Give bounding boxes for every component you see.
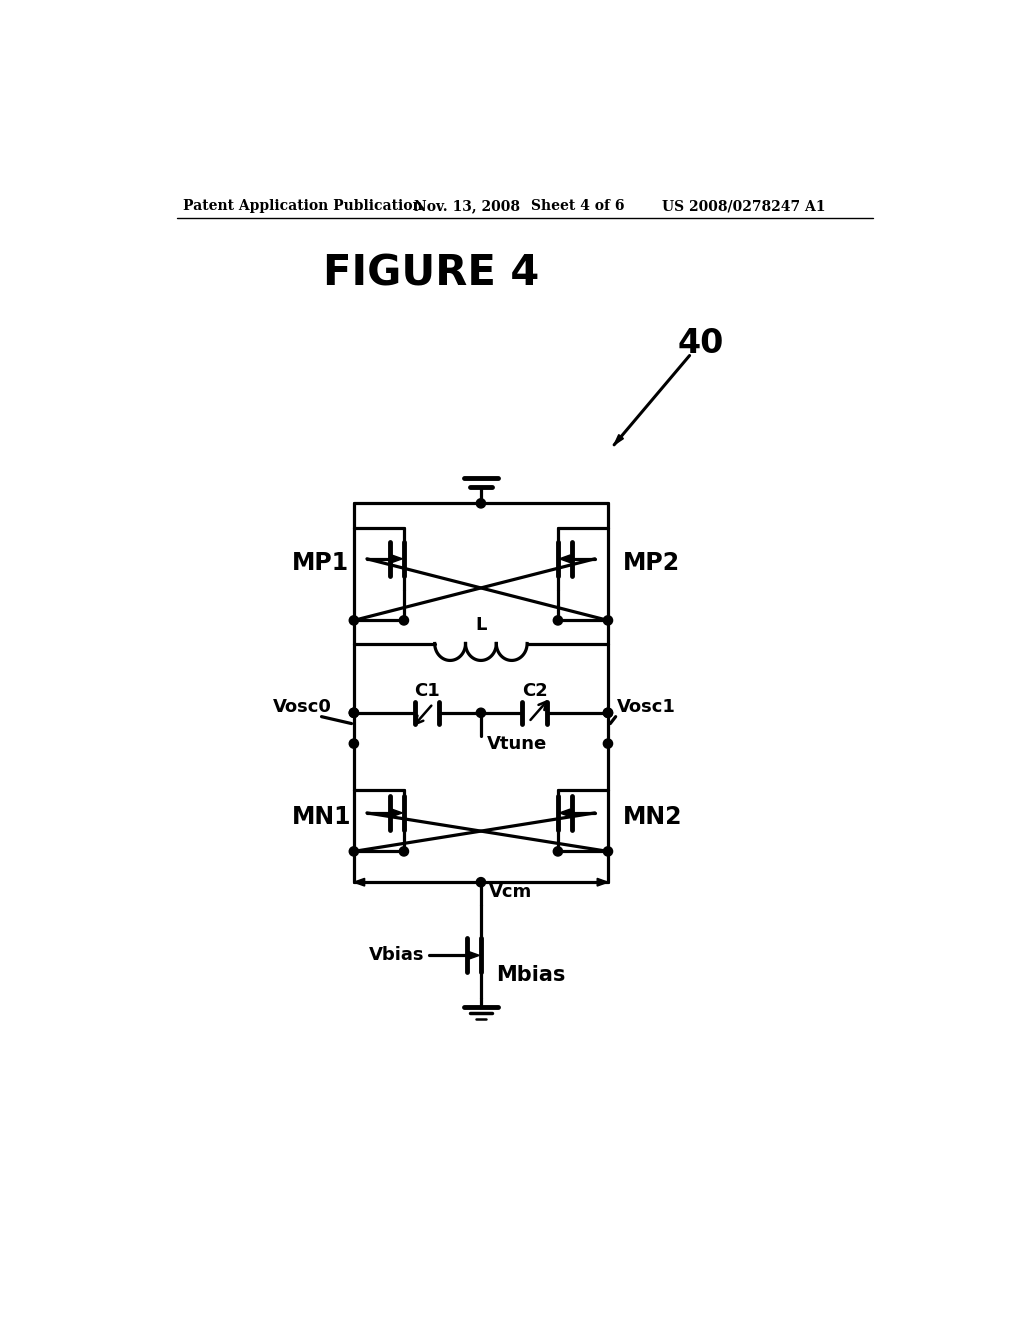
Circle shape	[476, 708, 485, 718]
Text: MP1: MP1	[292, 550, 349, 574]
Polygon shape	[559, 554, 570, 562]
Text: Nov. 13, 2008: Nov. 13, 2008	[414, 199, 520, 213]
Text: Vosc0: Vosc0	[273, 698, 332, 715]
Circle shape	[349, 847, 358, 855]
Circle shape	[603, 615, 612, 626]
Text: 40: 40	[677, 327, 724, 360]
Polygon shape	[469, 952, 479, 960]
Circle shape	[553, 615, 562, 626]
Text: Patent Application Publication: Patent Application Publication	[183, 199, 423, 213]
Text: Sheet 4 of 6: Sheet 4 of 6	[531, 199, 625, 213]
Circle shape	[603, 847, 612, 855]
Text: Vtune: Vtune	[487, 735, 547, 752]
Circle shape	[603, 708, 612, 718]
Text: FIGURE 4: FIGURE 4	[323, 253, 539, 294]
Text: C1: C1	[414, 682, 440, 700]
Circle shape	[476, 499, 485, 508]
Circle shape	[349, 739, 358, 748]
Text: MP2: MP2	[624, 550, 681, 574]
Circle shape	[349, 708, 358, 718]
Text: MN1: MN1	[292, 805, 352, 829]
Polygon shape	[354, 878, 365, 886]
Text: MN2: MN2	[624, 805, 683, 829]
Circle shape	[399, 847, 409, 855]
Text: C2: C2	[522, 682, 548, 700]
Circle shape	[603, 708, 612, 718]
Polygon shape	[391, 554, 402, 562]
Circle shape	[349, 708, 358, 718]
Circle shape	[399, 615, 409, 626]
Text: L: L	[475, 616, 486, 635]
Circle shape	[603, 739, 612, 748]
Polygon shape	[559, 809, 570, 817]
Text: Vbias: Vbias	[370, 946, 425, 965]
Text: Vosc1: Vosc1	[617, 698, 676, 715]
Text: US 2008/0278247 A1: US 2008/0278247 A1	[662, 199, 825, 213]
Circle shape	[349, 615, 358, 626]
Polygon shape	[391, 809, 402, 817]
Text: Vcm: Vcm	[488, 883, 531, 902]
Circle shape	[553, 847, 562, 855]
Polygon shape	[614, 434, 624, 445]
Polygon shape	[597, 878, 608, 886]
Circle shape	[476, 878, 485, 887]
Text: Mbias: Mbias	[497, 965, 565, 985]
